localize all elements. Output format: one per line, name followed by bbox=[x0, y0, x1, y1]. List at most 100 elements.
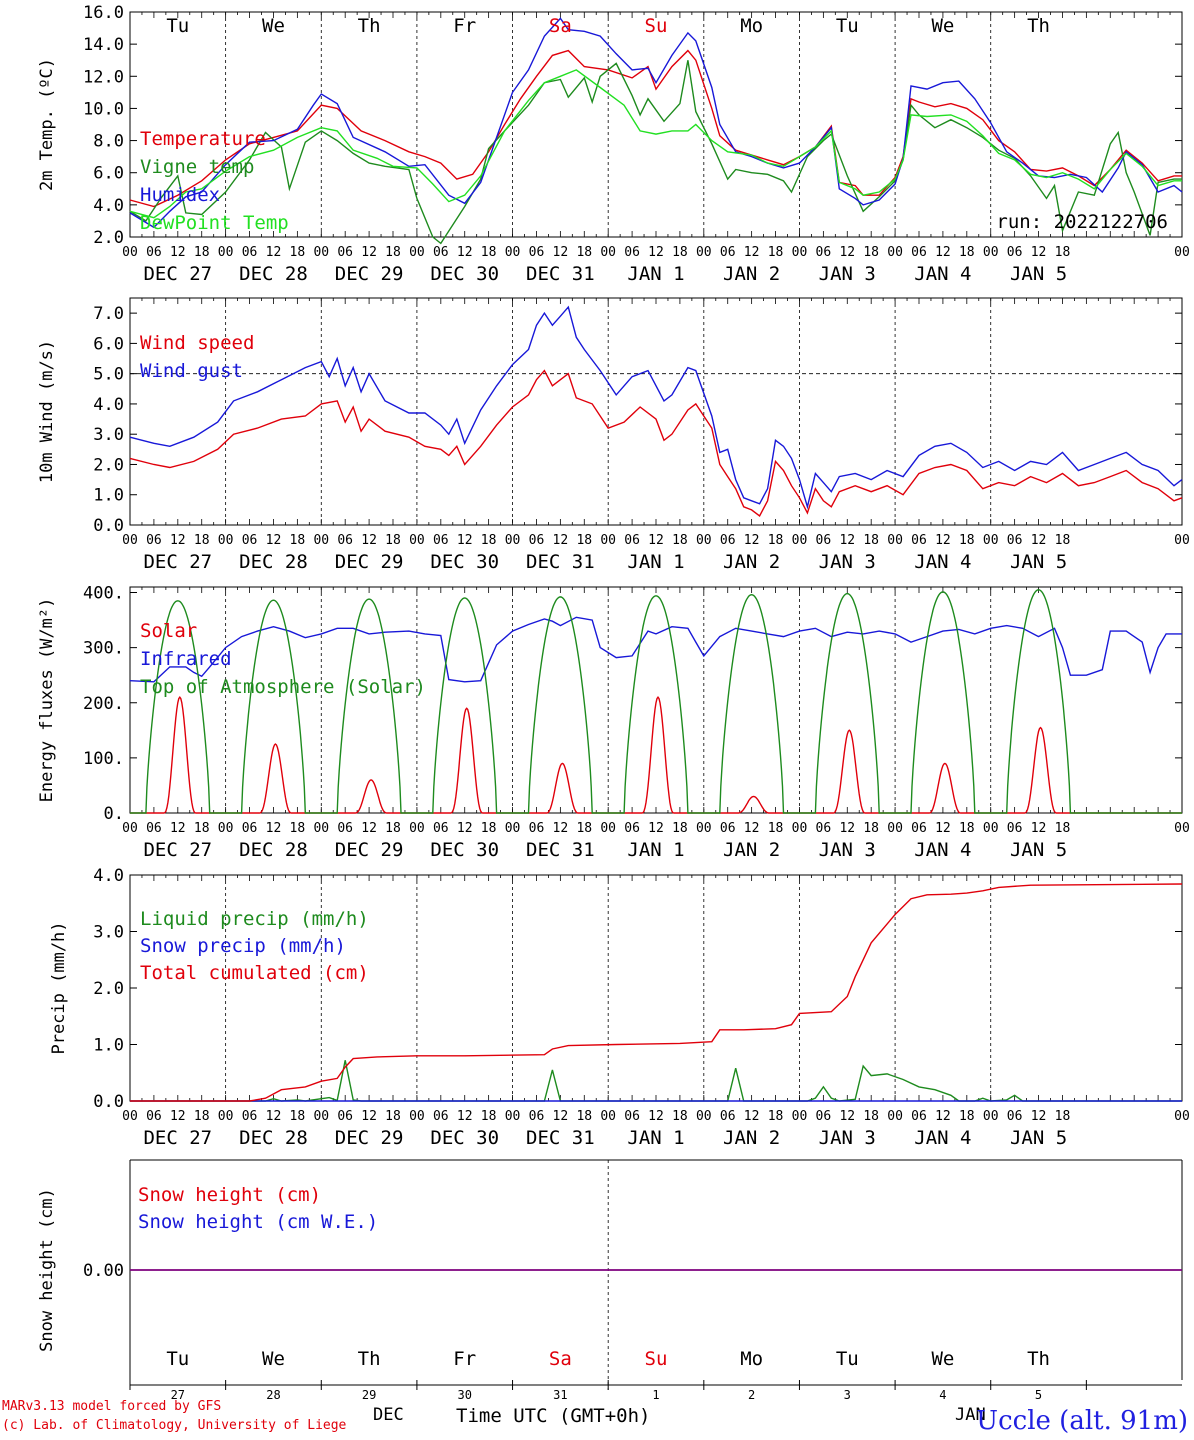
panel-precip-date-label: DEC 27 bbox=[143, 1127, 212, 1149]
panel-wind-date-label: JAN 4 bbox=[914, 551, 971, 573]
panel-temperature-series-vigne-temp bbox=[129, 60, 1182, 245]
panel-wind-date-label: DEC 27 bbox=[143, 551, 212, 573]
panel-wind-hour-label: 06 bbox=[242, 533, 258, 548]
model-credit-line: MARv3.13 model forced by GFS bbox=[2, 1399, 222, 1414]
panel-energy-hour-label-final: 00 bbox=[1174, 821, 1190, 836]
panel-temperature-hour-label: 12 bbox=[361, 245, 377, 260]
panel-temperature-hour-label: 18 bbox=[385, 245, 401, 260]
panel-energy-date-label: DEC 27 bbox=[143, 839, 212, 861]
weekday-label-bottom: We bbox=[931, 1348, 954, 1370]
panel-energy-hour-label: 12 bbox=[1031, 821, 1047, 836]
panel-energy-hour-label: 12 bbox=[839, 821, 855, 836]
panel-energy-date-label: DEC 28 bbox=[239, 839, 308, 861]
panel-temperature-hour-label: 06 bbox=[624, 245, 640, 260]
panel-wind-hour-label: 06 bbox=[624, 533, 640, 548]
panel-precip-hour-label: 06 bbox=[720, 1109, 736, 1124]
panel-energy-hour-label: 06 bbox=[337, 821, 353, 836]
panel-precip-hour-label: 18 bbox=[959, 1109, 975, 1124]
panel-temperature-hour-label: 12 bbox=[839, 245, 855, 260]
panel-precip-hour-label: 12 bbox=[553, 1109, 569, 1124]
panel-energy-ytick-label: 0. bbox=[104, 804, 124, 824]
panel-precip-hour-label: 12 bbox=[648, 1109, 664, 1124]
panel-wind-date-label: JAN 1 bbox=[627, 551, 684, 573]
panel-temperature-ytick-label: 14.0 bbox=[83, 35, 124, 55]
panel-precip-series-liquid-precip-mm-h- bbox=[130, 1060, 1182, 1102]
panel-energy-hour-label: 06 bbox=[816, 821, 832, 836]
panel-wind-hour-label: 12 bbox=[361, 533, 377, 548]
panel-snow-legend-0: Snow height (cm) bbox=[138, 1184, 321, 1206]
panel-energy-date-label: JAN 5 bbox=[1010, 839, 1067, 861]
panel-energy-hour-label: 00 bbox=[218, 821, 234, 836]
panel-precip-hour-label: 00 bbox=[600, 1109, 616, 1124]
panel-temperature-ytick-label: 16.0 bbox=[83, 3, 124, 23]
panel-energy-ytick-label: 400. bbox=[83, 584, 124, 604]
panel-temperature-hour-label: 18 bbox=[290, 245, 306, 260]
weekday-label-bottom: Fr bbox=[453, 1348, 476, 1370]
panel-precip-ytick-label: 0.0 bbox=[93, 1092, 124, 1112]
weekday-label-top: Fr bbox=[453, 15, 476, 37]
panel-snow-ytick-label: 0.00 bbox=[83, 1261, 124, 1281]
panel-energy-date-label: JAN 3 bbox=[819, 839, 876, 861]
panel-wind-hour-label: 18 bbox=[290, 533, 306, 548]
panel-precip-legend-1: Snow precip (mm/h) bbox=[140, 935, 346, 957]
panel-temperature-hour-label: 00 bbox=[983, 245, 999, 260]
panel-wind-hour-label: 00 bbox=[409, 533, 425, 548]
panel-precip-hour-label-final: 00 bbox=[1174, 1109, 1190, 1124]
panel-temperature-ytick-label: 4.0 bbox=[93, 196, 124, 216]
panel-energy-date-label: JAN 1 bbox=[627, 839, 684, 861]
panel-precip-hour-label: 06 bbox=[911, 1109, 927, 1124]
panel-temperature-date-label: DEC 29 bbox=[335, 263, 404, 285]
panel-energy-hour-label: 18 bbox=[672, 821, 688, 836]
panel-temperature-legend-0: Temperature bbox=[140, 128, 266, 150]
weekday-label-bottom: Mo bbox=[740, 1348, 763, 1370]
panel-wind-hour-label: 06 bbox=[433, 533, 449, 548]
panel-energy-series-solar bbox=[130, 695, 1182, 814]
panel-precip-date-label: JAN 2 bbox=[723, 1127, 780, 1149]
panel-precip-hour-label: 06 bbox=[529, 1109, 545, 1124]
panel-wind-hour-label: 18 bbox=[481, 533, 497, 548]
weekday-label-bottom: Tu bbox=[166, 1348, 189, 1370]
panel-temperature-hour-label: 06 bbox=[720, 245, 736, 260]
panel-wind-legend-1: Wind gust bbox=[140, 360, 243, 382]
panel-wind-date-label: JAN 5 bbox=[1010, 551, 1067, 573]
panel-precip-date-label: JAN 3 bbox=[819, 1127, 876, 1149]
panel-precip-hour-label: 00 bbox=[792, 1109, 808, 1124]
panel-precip-date-label: DEC 30 bbox=[430, 1127, 499, 1149]
panel-temperature-hour-label: 06 bbox=[433, 245, 449, 260]
panel-wind-hour-label: 06 bbox=[529, 533, 545, 548]
panel-wind-ylabel: 10m Wind (m/s) bbox=[37, 340, 57, 483]
panel-temperature-date-label: DEC 31 bbox=[526, 263, 595, 285]
panel-energy-hour-label: 00 bbox=[600, 821, 616, 836]
panel-wind-hour-label: 00 bbox=[600, 533, 616, 548]
panel-temperature-ytick-label: 6.0 bbox=[93, 164, 124, 184]
panel-wind-frame bbox=[129, 297, 1183, 526]
panel-wind-hour-label: 18 bbox=[863, 533, 879, 548]
weekday-label-bottom: Th bbox=[1027, 1348, 1050, 1370]
panel-energy-hour-label: 00 bbox=[505, 821, 521, 836]
panel-precip-legend-2: Total cumulated (cm) bbox=[140, 962, 369, 984]
panel-energy-hour-label: 06 bbox=[720, 821, 736, 836]
panel-temperature-hour-label: 18 bbox=[959, 245, 975, 260]
panel-precip-hour-label: 00 bbox=[409, 1109, 425, 1124]
panel-energy-date-label: JAN 4 bbox=[914, 839, 971, 861]
run-label: run: 2022122706 bbox=[996, 211, 1168, 233]
panel-precip-hour-label: 18 bbox=[290, 1109, 306, 1124]
weekday-label-top: Mo bbox=[740, 15, 763, 37]
panel-precip-hour-label: 18 bbox=[672, 1109, 688, 1124]
panel-temperature-hour-label: 18 bbox=[1055, 245, 1071, 260]
weekday-label-top: We bbox=[262, 15, 285, 37]
panel-precip-hour-label: 18 bbox=[385, 1109, 401, 1124]
day-number-label: 29 bbox=[362, 1388, 376, 1402]
panel-wind-legend-0: Wind speed bbox=[140, 332, 254, 354]
panel-energy-hour-label: 00 bbox=[122, 821, 138, 836]
day-number-label: 3 bbox=[844, 1388, 851, 1402]
panel-temperature-hour-label: 00 bbox=[792, 245, 808, 260]
day-number-label: 30 bbox=[458, 1388, 472, 1402]
time-axis-title: Time UTC (GMT+0h) bbox=[456, 1405, 651, 1427]
panel-temperature-series-dewpoint-temp bbox=[129, 69, 1182, 219]
panel-wind-hour-label: 06 bbox=[146, 533, 162, 548]
panel-energy-hour-label: 00 bbox=[792, 821, 808, 836]
panel-wind-ytick-label: 4.0 bbox=[93, 395, 124, 415]
panel-precip-date-label: DEC 28 bbox=[239, 1127, 308, 1149]
panel-precip-hour-label: 12 bbox=[266, 1109, 282, 1124]
